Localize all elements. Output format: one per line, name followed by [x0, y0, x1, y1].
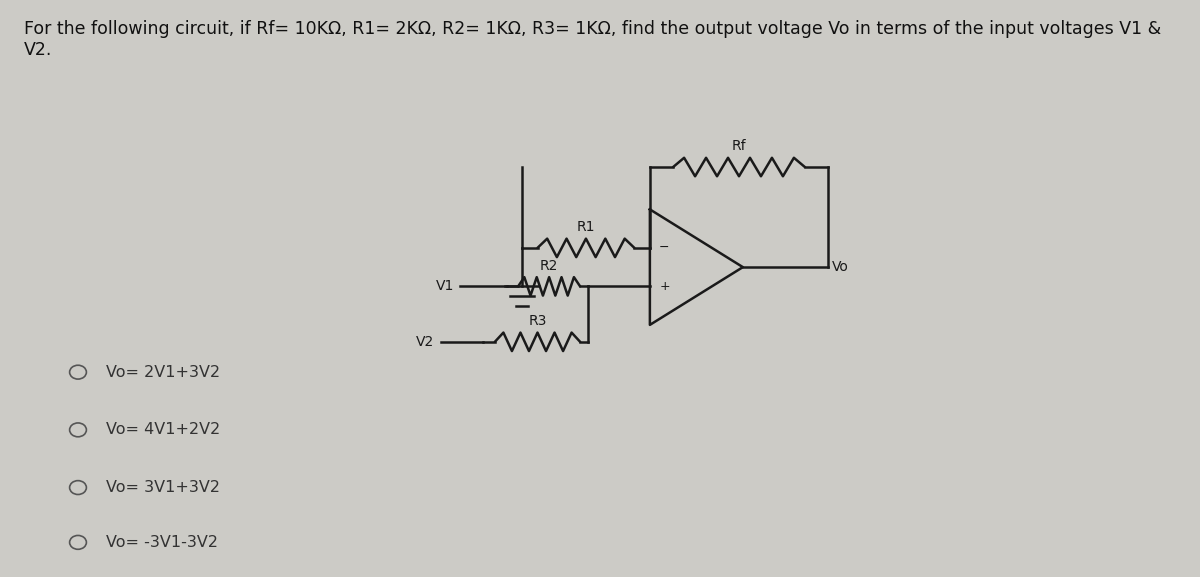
- Text: Rf: Rf: [732, 139, 746, 153]
- Text: Vo= 3V1+3V2: Vo= 3V1+3V2: [106, 480, 220, 495]
- Text: R1: R1: [577, 220, 595, 234]
- Text: R2: R2: [540, 258, 558, 272]
- Text: −: −: [659, 241, 670, 254]
- Text: Vo= 4V1+2V2: Vo= 4V1+2V2: [106, 422, 220, 437]
- Text: For the following circuit, if Rf= 10KΩ, R1= 2KΩ, R2= 1KΩ, R3= 1KΩ, find the outp: For the following circuit, if Rf= 10KΩ, …: [24, 20, 1162, 59]
- Text: +: +: [659, 280, 670, 293]
- Text: Vo= 2V1+3V2: Vo= 2V1+3V2: [106, 365, 220, 380]
- Text: R3: R3: [528, 314, 547, 328]
- Text: Vo= -3V1-3V2: Vo= -3V1-3V2: [106, 535, 217, 550]
- Text: V1: V1: [436, 279, 454, 293]
- Text: Vo: Vo: [832, 260, 848, 274]
- Text: V2: V2: [416, 335, 434, 349]
